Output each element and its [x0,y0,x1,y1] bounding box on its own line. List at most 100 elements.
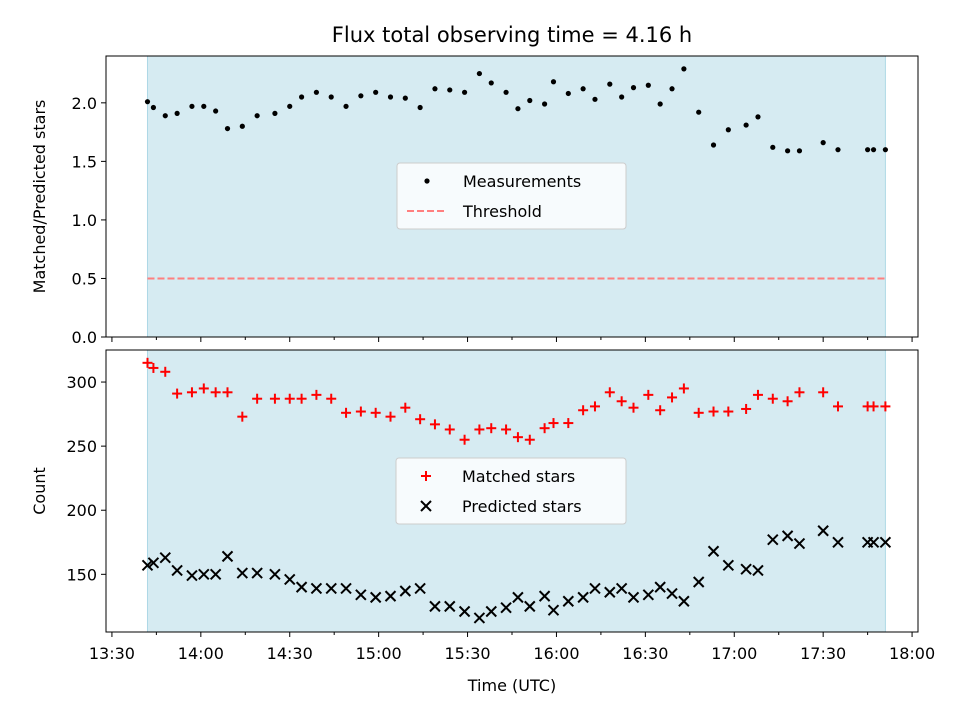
matched-star-point [578,405,589,416]
matched-star-point [486,423,497,434]
matched-star-point [459,434,470,445]
matched-star-point [210,387,221,398]
matched-star-point [708,406,719,417]
measurement-point [820,140,826,146]
measurement-point [174,110,180,116]
predicted-star-point [159,551,171,564]
matched-star-point [512,432,523,443]
measurement-point [645,82,651,88]
predicted-star-point [209,568,222,581]
predicted-star-stroke [159,551,171,564]
measurement-point [189,103,195,109]
x-tick-label: 16:30 [622,644,668,663]
predicted-star-point [414,582,426,595]
matched-star-point [385,411,396,422]
predicted-star-point [458,605,471,618]
bottom-x-ticks: 13:30 14:00 14:30 15:00 15:30 16:00 16:30 17:00… [89,632,935,663]
measurement-point [755,114,761,120]
matched-star-point [693,407,704,418]
legend-measurement-marker [424,178,430,184]
predicted-star-point [171,564,183,577]
measurement-point [144,99,151,105]
measurement-point [527,97,533,104]
predicted-star-stroke [399,585,412,597]
legend-label: Predicted stars [462,497,582,516]
x-tick-label: 13:30 [89,644,135,663]
measurement-point [213,108,219,114]
predicted-star-stroke [325,582,337,595]
matched-star-point [589,401,600,412]
matched-star-point [868,401,879,412]
predicted-star-stroke [369,591,382,604]
predicted-star-stroke [867,536,880,548]
predicted-star-point [355,589,367,601]
measurement-point [785,148,791,154]
predicted-star-point [740,563,752,575]
predicted-star-stroke [666,587,678,600]
bottom-y-ticks: 150 200 250 300 [66,373,106,584]
predicted-star-stroke [722,559,735,572]
predicted-star-point [186,569,198,582]
predicted-star-stroke [414,582,426,595]
matched-star-point [548,418,559,429]
y-tick-label: 1.0 [72,211,97,230]
predicted-star-point [512,591,524,604]
predicted-star-point [654,581,666,593]
matched-star-point [341,407,352,418]
matched-star-point [444,424,455,435]
predicted-star-point [251,567,263,579]
predicted-star-stroke [577,591,589,604]
predicted-star-point [832,536,844,548]
matched-star-point [237,411,248,422]
measurement-point [607,81,613,87]
matched-star-point [752,389,763,400]
top-x-ticks [111,337,913,342]
predicted-star-point [817,525,829,537]
measurement-point [630,85,637,91]
y-tick-label: 2.0 [72,94,97,113]
measurement-point [835,147,841,153]
measurement-point [343,103,349,109]
measurement-point [657,101,663,107]
matched-star-point [311,389,322,400]
predicted-star-point [429,600,441,613]
predicted-star-stroke [384,590,397,602]
predicted-star-stroke [524,600,536,613]
y-tick-label: 150 [66,565,97,584]
x-tick-label: 16:00 [533,644,579,663]
measurement-point [580,86,586,92]
measurement-point [592,96,598,102]
predicted-star-stroke [340,582,352,595]
predicted-star-point [642,589,655,601]
predicted-star-stroke [707,545,720,557]
measurement-point [476,70,483,77]
measurement-point [681,66,687,72]
matched-star-point [284,393,295,404]
legend-label: Matched stars [462,467,575,486]
predicted-star-stroke [547,604,560,616]
predicted-star-point [793,537,806,550]
x-axis-label: Time (UTC) [467,676,556,695]
measurement-point [150,104,157,111]
top-y-axis-label: Matched/Predicted stars [30,100,49,294]
matched-star-point [723,406,734,417]
predicted-star-stroke [615,582,628,595]
matched-star-point [628,402,639,413]
measurement-point [254,113,260,119]
predicted-star-point [369,591,382,604]
predicted-star-point [340,582,352,595]
predicted-star-stroke [251,567,263,579]
predicted-star-point [399,585,412,597]
predicted-star-point [284,573,296,586]
measurement-point [870,147,877,153]
bottom-legend: Matched stars Predicted stars [395,457,627,525]
bottom-panel: 150 200 250 300 13:30 14:00 14:30 15:00 15:30 16… [30,349,935,663]
measurement-point [358,93,364,99]
matched-star-point [563,418,574,429]
y-tick-label: 300 [66,373,97,392]
predicted-star-point [767,534,779,546]
measurement-point [696,109,702,115]
measurement-point [239,123,245,129]
measurement-point [162,113,168,119]
matched-star-point [880,401,891,412]
